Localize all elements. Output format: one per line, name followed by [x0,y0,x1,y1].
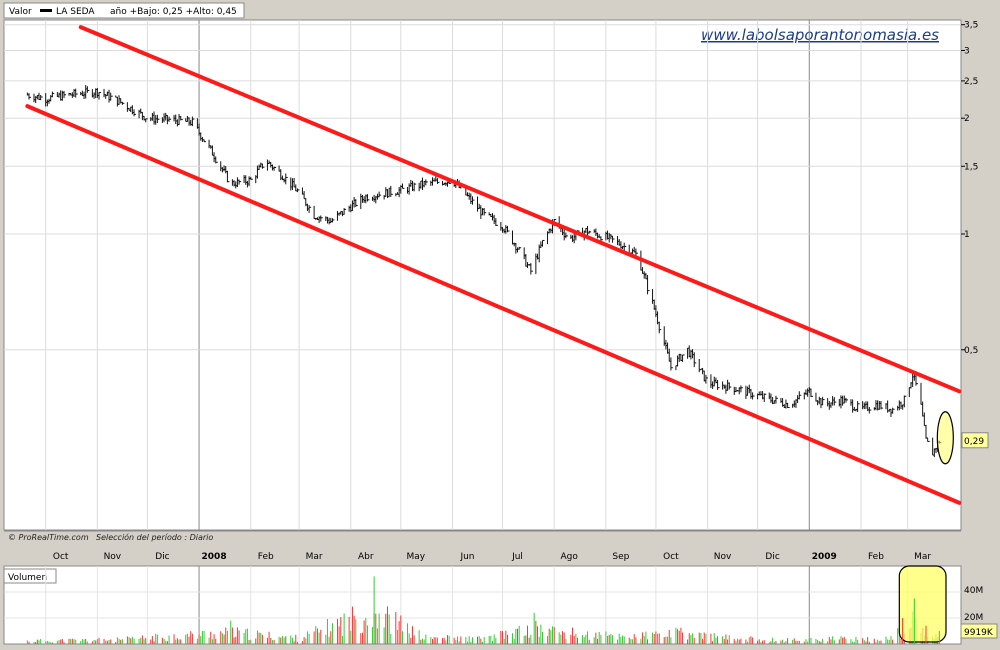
y-tick-label: 2 [964,114,970,124]
x-tick-label: Abr [358,552,374,562]
y-tick-label: 1,5 [964,162,978,172]
x-tick-label: 2008 [202,552,227,562]
watermark-link[interactable]: www.labolsaporantonomasia.es [701,26,939,44]
range-text: año +Bajo: 0,25 +Alto: 0,45 [110,7,237,17]
copyright-text: © ProRealTime.com [8,533,89,542]
volume-title-box [3,568,57,584]
x-tick-label: May [407,552,426,562]
x-tick-label: Dic [765,552,779,562]
series-legend-swatch [40,9,52,12]
last-price-highlight-ellipse [936,411,954,465]
header-box [3,2,245,19]
x-tick-label: Oct [53,552,69,562]
series-name: LA SEDA [56,7,95,17]
valor-label: Valor [9,7,32,17]
x-tick-label: Oct [663,552,679,562]
x-tick-label: Mar [306,552,323,562]
volume-bars-layer [26,576,940,644]
volume-tick-40m: 40M [964,586,983,596]
x-tick-label: Jul [511,552,523,562]
period-text: Selección del período : Diario [96,532,213,542]
x-tick-label: Sep [612,552,629,562]
x-tick-label: Dic [155,552,169,562]
volume-highlight-box [898,565,947,643]
y-tick-label: 1 [964,230,970,240]
x-tick-label: Jun [459,552,474,562]
channel-line-lower [25,104,962,505]
channel-lines-layer [25,25,962,505]
volume-current-badge [960,623,998,639]
x-tick-label: Nov [104,552,122,562]
x-tick-label: Ago [560,552,578,562]
channel-line-upper [78,25,962,394]
axis-ticks-layer: Oct Nov Dic 2008 Feb Mar Abr May Jun Jul Ago Sep Oct… [53,21,978,562]
y-tick-label: 3 [964,46,970,56]
volume-tick-20m: 20M [964,613,983,623]
volume-title: Volumen [8,573,47,583]
x-tick-label: Feb [868,552,884,562]
price-plot-area [3,19,962,531]
volume-current-value: 9919K [964,628,994,638]
y-tick-label: 2,5 [964,77,978,87]
grid-layer [4,20,961,644]
y-tick-label: 3,5 [964,21,978,31]
last-price-label: 0,29 [964,437,984,447]
y-tick-label: 0,5 [964,346,978,356]
x-tick-label: Mar [914,552,931,562]
highlight-layer: 0,29 [898,411,989,644]
x-tick-label: Nov [714,552,732,562]
last-price-badge [961,432,989,449]
x-tick-label: Feb [258,552,274,562]
x-tick-label: 2009 [812,552,837,562]
